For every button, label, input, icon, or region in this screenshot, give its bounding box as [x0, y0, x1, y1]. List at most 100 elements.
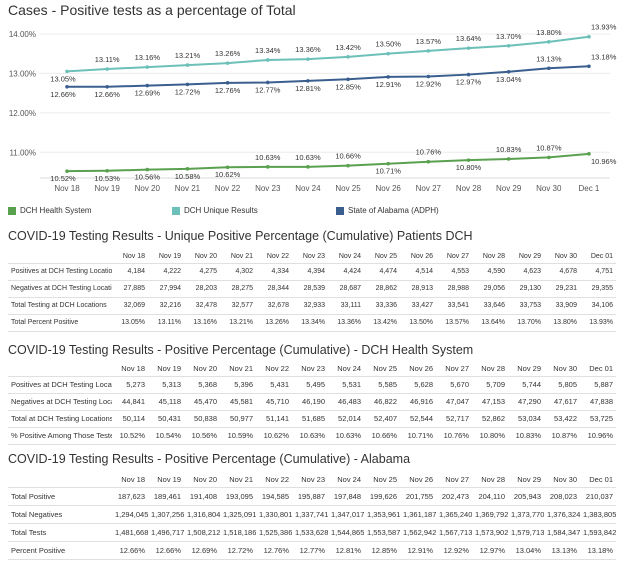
data-point [426, 74, 431, 79]
table-cell: 201,755 [405, 491, 433, 501]
table-cell: 32,216 [159, 302, 181, 309]
table-cell: 53,034 [518, 414, 541, 423]
table-cell: 4,394 [307, 268, 325, 275]
table-cell: 12.76% [263, 545, 289, 555]
column-header: Nov 29 [517, 475, 541, 485]
data-label: 10.96% [591, 157, 617, 166]
table-cell: 1,579,713 [511, 527, 544, 537]
legend-swatch-alabama [336, 206, 344, 215]
table-row: Total Negatives 1,294,045 1,307,256 1,316,8… [8, 505, 616, 523]
data-point [65, 84, 69, 89]
data-label: 12.85% [335, 82, 361, 91]
column-header: Nov 19 [157, 475, 181, 485]
table-cell: 50,838 [194, 414, 217, 423]
column-header: Nov 18 [122, 252, 145, 260]
data-point [506, 43, 511, 48]
x-tick-label: Nov 20 [135, 184, 161, 193]
data-point [466, 72, 471, 77]
legend-swatch-dch-health [8, 206, 16, 215]
x-tick-label: Nov 21 [175, 184, 201, 193]
table-cell: 204,110 [478, 491, 505, 501]
table-row: Total Testing at DCH Locations 32,069 32,2… [8, 297, 616, 314]
table-cell: 10.54% [155, 431, 181, 440]
table-cell: 1,567,713 [439, 527, 472, 537]
unique-positive-table: Nov 18 Nov 19 Nov 20 Nov 21 Nov 22 Nov 23 Nov … [8, 250, 616, 332]
table-cell: 46,190 [302, 397, 325, 406]
data-label: 10.63% [255, 153, 281, 162]
column-header: Dec 01 [589, 364, 613, 374]
table-cell: 195,887 [297, 491, 325, 501]
data-label: 13.80% [536, 28, 562, 37]
data-point [547, 66, 551, 71]
x-tick-label: Nov 22 [215, 184, 241, 193]
column-header: Nov 22 [266, 252, 289, 260]
table-cell: 1,307,256 [151, 509, 184, 519]
table-cell: 5,495 [306, 380, 325, 389]
data-point [225, 165, 230, 170]
table-cell: 10.83% [515, 431, 541, 440]
data-label: 13.18% [591, 52, 617, 61]
table-cell: 29,231 [555, 285, 577, 292]
table-cell: 52,544 [410, 414, 433, 423]
legend-item-alabama[interactable]: State of Alabama (ADPH) [336, 206, 439, 215]
data-point [346, 163, 350, 168]
data-label: 12.91% [375, 80, 401, 89]
data-label: 10.52% [50, 174, 76, 183]
data-point [65, 69, 69, 74]
table-cell: 45,581 [230, 397, 253, 406]
table-cell: 5,368 [198, 380, 217, 389]
data-point [306, 79, 310, 83]
table-cell: 1,325,091 [223, 509, 256, 519]
table-cell: 5,396 [234, 380, 253, 389]
table-cell: 29,355 [591, 285, 613, 292]
data-point [306, 165, 310, 169]
table-cell: 28,988 [447, 285, 469, 292]
table-cell: 45,470 [194, 397, 217, 406]
table-cell: 10.59% [227, 431, 253, 440]
data-label: 13.93% [591, 23, 617, 32]
data-label: 10.58% [175, 172, 201, 181]
header-blank [8, 250, 112, 263]
table-cell: 10.87% [551, 431, 577, 440]
column-header: Nov 26 [409, 475, 433, 485]
table-cell: 5,670 [450, 380, 469, 389]
row-label: Total Tests [11, 527, 47, 537]
data-point [506, 157, 511, 161]
table-cell: 12.92% [443, 545, 469, 555]
column-header: Nov 18 [121, 475, 145, 485]
data-label: 12.72% [175, 87, 201, 96]
column-header: Nov 20 [193, 364, 217, 374]
table-cell: 4,334 [271, 268, 289, 275]
column-header: Nov 21 [229, 364, 253, 374]
table-cell: 1,508,212 [187, 527, 220, 537]
table-cell: 5,887 [594, 380, 613, 389]
table-cell: 1,316,804 [187, 509, 220, 519]
data-label: 10.62% [215, 170, 241, 179]
table-cell: 50,114 [122, 414, 145, 423]
row-label: Positives at DCH Testing Locations [11, 380, 112, 389]
table-cell: 4,474 [379, 268, 397, 275]
column-header: Nov 27 [446, 252, 469, 260]
table-cell: 10.62% [263, 431, 289, 440]
table-row: % Positive Among Those Tested 10.52% 10.54… [8, 427, 616, 444]
table-cell: 5,744 [522, 380, 541, 389]
table-cell: 5,805 [558, 380, 577, 389]
y-tick-label: 11.00% [9, 148, 36, 157]
table-cell: 5,431 [270, 380, 289, 389]
column-header: Dec 01 [590, 252, 613, 260]
table-cell: 12.66% [119, 545, 145, 555]
table-cell: 12.66% [155, 545, 181, 555]
table-cell: 46,483 [338, 397, 361, 406]
y-tick-label: 14.00% [9, 30, 36, 39]
data-point [466, 158, 471, 162]
legend-item-dch-unique[interactable]: DCH Unique Results [172, 206, 258, 215]
table-cell: 1,533,628 [295, 527, 328, 537]
data-label: 13.42% [335, 43, 361, 52]
table-cell: 1,573,902 [475, 527, 508, 537]
x-tick-label: Nov 30 [536, 184, 562, 193]
data-label: 12.97% [456, 78, 482, 87]
table-cell: 13.21% [229, 319, 253, 326]
chart-title: Cases - Positive tests as a percentage o… [8, 2, 296, 18]
legend-item-dch-health[interactable]: DCH Health System [8, 206, 92, 215]
column-header: Nov 20 [194, 252, 217, 260]
